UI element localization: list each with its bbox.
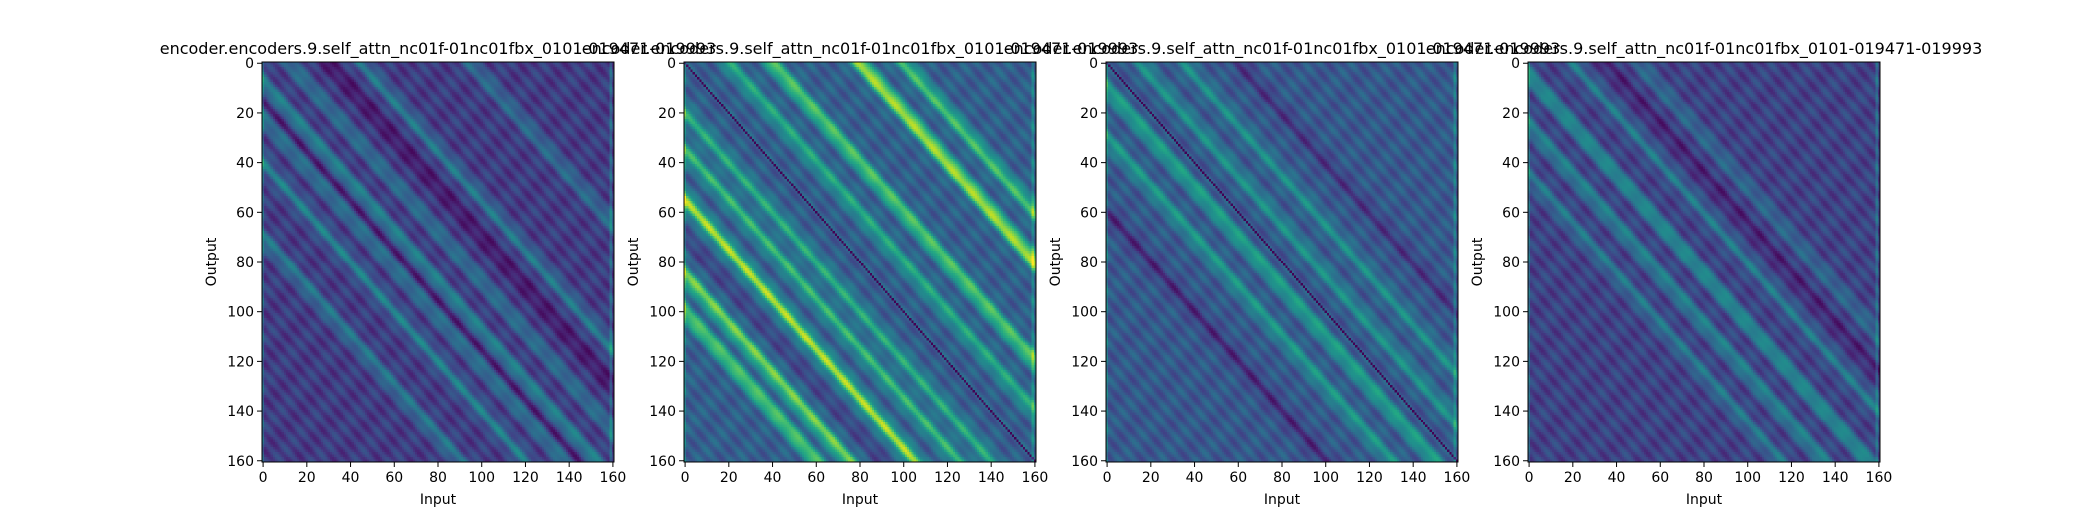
x-tick-label: 160 (600, 470, 627, 486)
y-tick-label: 160 (227, 454, 254, 470)
y-tick-label: 20 (658, 106, 676, 122)
y-tick-label: 60 (1080, 205, 1098, 221)
y-tick-label: 140 (227, 404, 254, 420)
y-tick-label: 80 (1080, 255, 1098, 271)
x-tick-label: 60 (1651, 470, 1669, 486)
y-tick-label: 40 (1502, 156, 1520, 172)
x-tick-label: 160 (1866, 470, 1893, 486)
y-tick-label: 100 (1071, 305, 1098, 321)
x-axis-label: Input (1264, 492, 1301, 508)
y-tick-label: 60 (658, 205, 676, 221)
heatmap-panel-1: 0 20 40 60 80 100 120 140 160 0 20 40 60 80 100 120 140 1… (160, 39, 717, 508)
x-tick-label: 0 (259, 470, 268, 486)
x-tick-label: 140 (556, 470, 583, 486)
x-tick-label: 140 (978, 470, 1005, 486)
y-tick-label: 20 (1080, 106, 1098, 122)
y-tick-label: 120 (1071, 354, 1098, 370)
y-axis-label: Output (626, 237, 642, 286)
y-tick-label: 160 (1493, 454, 1520, 470)
x-tick-label: 140 (1822, 470, 1849, 486)
chart-title: encoder.encoders.9.self_attn_nc01f-01nc0… (160, 39, 717, 59)
y-axis-label: Output (1048, 237, 1064, 286)
y-tick-label: 40 (1080, 156, 1098, 172)
x-tick-label: 60 (1229, 470, 1247, 486)
y-tick-label: 0 (1511, 56, 1520, 72)
x-tick-label: 0 (681, 470, 690, 486)
y-tick-label: 40 (658, 156, 676, 172)
x-tick-label: 100 (890, 470, 917, 486)
y-tick-label: 60 (236, 205, 254, 221)
heatmap-panel-4: 0 20 40 60 80 100 120 140 160 0 20 40 60 80 100 120 140 1… (1426, 39, 1983, 508)
x-tick-label: 40 (764, 470, 782, 486)
x-tick-label: 120 (1778, 470, 1805, 486)
y-tick-label: 100 (649, 305, 676, 321)
x-tick-label: 140 (1400, 470, 1427, 486)
x-tick-label: 20 (720, 470, 738, 486)
x-axis-label: Input (1686, 492, 1723, 508)
y-axis-label: Output (1470, 237, 1486, 286)
y-tick-label: 80 (1502, 255, 1520, 271)
y-tick-label: 0 (667, 56, 676, 72)
y-tick-label: 100 (227, 305, 254, 321)
x-tick-label: 40 (1608, 470, 1626, 486)
heatmap-panel-2: 0 20 40 60 80 100 120 140 160 0 20 40 60 80 100 120 140 1… (582, 39, 1139, 508)
x-tick-label: 160 (1444, 470, 1471, 486)
x-tick-label: 100 (1312, 470, 1339, 486)
x-tick-label: 100 (1734, 470, 1761, 486)
x-tick-label: 120 (512, 470, 539, 486)
x-tick-label: 120 (1356, 470, 1383, 486)
heatmap-image (684, 62, 1036, 462)
y-tick-label: 0 (245, 56, 254, 72)
y-tick-label: 20 (1502, 106, 1520, 122)
y-tick-label: 60 (1502, 205, 1520, 221)
x-tick-label: 60 (807, 470, 825, 486)
heatmap-image (1106, 62, 1458, 462)
x-tick-label: 40 (1186, 470, 1204, 486)
x-tick-label: 20 (1564, 470, 1582, 486)
x-tick-label: 80 (851, 470, 869, 486)
y-tick-label: 80 (236, 255, 254, 271)
x-tick-label: 60 (385, 470, 403, 486)
x-tick-label: 20 (298, 470, 316, 486)
x-tick-label: 100 (468, 470, 495, 486)
y-tick-label: 140 (649, 404, 676, 420)
x-tick-label: 80 (1695, 470, 1713, 486)
x-tick-label: 120 (934, 470, 961, 486)
chart-title: encoder.encoders.9.self_attn_nc01f-01nc0… (582, 39, 1139, 59)
x-tick-label: 0 (1103, 470, 1112, 486)
y-tick-label: 80 (658, 255, 676, 271)
y-tick-label: 100 (1493, 305, 1520, 321)
y-axis-label: Output (204, 237, 220, 286)
x-tick-label: 80 (429, 470, 447, 486)
heatmap-image (1528, 62, 1880, 462)
x-tick-label: 20 (1142, 470, 1160, 486)
y-tick-label: 120 (649, 354, 676, 370)
y-tick-label: 160 (649, 454, 676, 470)
y-tick-label: 20 (236, 106, 254, 122)
x-tick-label: 40 (342, 470, 360, 486)
x-tick-label: 160 (1022, 470, 1049, 486)
y-tick-label: 140 (1071, 404, 1098, 420)
chart-title: encoder.encoders.9.self_attn_nc01f-01nc0… (1004, 39, 1561, 59)
heatmap-image (262, 62, 614, 462)
y-tick-label: 40 (236, 156, 254, 172)
x-tick-label: 0 (1525, 470, 1534, 486)
x-axis-label: Input (842, 492, 879, 508)
y-tick-label: 140 (1493, 404, 1520, 420)
heatmap-panel-3: 0 20 40 60 80 100 120 140 160 0 20 40 60 80 100 120 140 1… (1004, 39, 1561, 508)
x-tick-label: 80 (1273, 470, 1291, 486)
chart-title: encoder.encoders.9.self_attn_nc01f-01nc0… (1426, 39, 1983, 59)
y-tick-label: 120 (1493, 354, 1520, 370)
y-tick-label: 120 (227, 354, 254, 370)
y-tick-label: 160 (1071, 454, 1098, 470)
y-tick-label: 0 (1089, 56, 1098, 72)
x-axis-label: Input (420, 492, 457, 508)
